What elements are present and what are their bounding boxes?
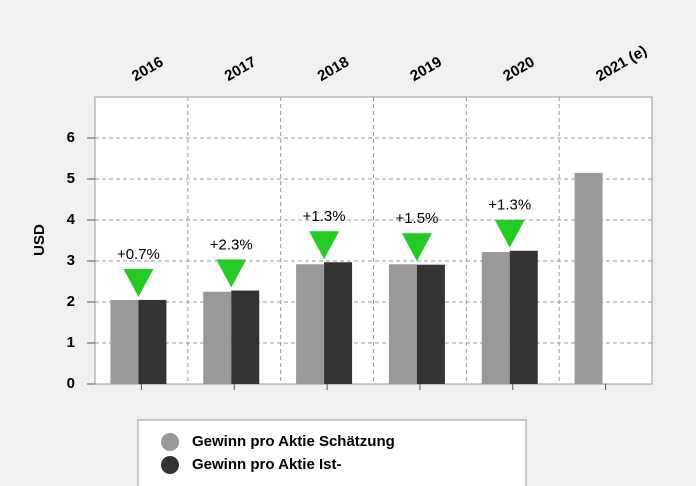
annotation-marker: [309, 231, 340, 260]
legend-swatch: [161, 433, 179, 451]
x-tick-label: 2018: [315, 53, 352, 84]
annotation: +0.7%: [117, 246, 160, 263]
y-tick-label: 5: [67, 170, 75, 187]
bar: [110, 299, 139, 384]
bar: [231, 290, 260, 384]
y-tick-label: 0: [67, 375, 75, 392]
bar: [296, 264, 325, 384]
bar: [481, 251, 510, 384]
y-tick-label: 6: [67, 129, 75, 146]
annotation-marker: [216, 259, 247, 288]
legend-swatch: [161, 456, 179, 474]
bar: [416, 264, 445, 384]
y-tick-label: 4: [67, 211, 76, 228]
y-axis-label: USD: [31, 224, 48, 256]
annotation: +1.5%: [395, 210, 438, 227]
y-tick-label: 1: [67, 334, 75, 351]
bar: [509, 250, 538, 384]
y-tick-label: 2: [67, 293, 75, 310]
x-tick-label: 2020: [500, 53, 537, 84]
annotation: +2.3%: [210, 236, 253, 253]
legend-label: Gewinn pro Aktie Schätzung: [192, 433, 395, 450]
annotation-marker: [494, 219, 525, 248]
legend-box: [137, 419, 527, 486]
bar: [324, 262, 353, 384]
bar: [138, 299, 167, 384]
x-tick-label: 2019: [407, 53, 444, 84]
x-tick-label: 2016: [129, 53, 166, 84]
legend-label: Gewinn pro Aktie Ist-: [192, 456, 341, 473]
bar: [388, 264, 417, 384]
bar: [203, 291, 232, 384]
annotation: +1.3%: [488, 197, 531, 214]
y-tick-label: 3: [67, 252, 75, 269]
x-tick-label: 2021 (e): [593, 42, 650, 85]
annotation: +1.3%: [303, 208, 346, 225]
annotation-marker: [401, 233, 432, 262]
x-tick-label: 2017: [222, 53, 259, 84]
annotation-marker: [123, 268, 154, 297]
bar: [574, 172, 603, 384]
